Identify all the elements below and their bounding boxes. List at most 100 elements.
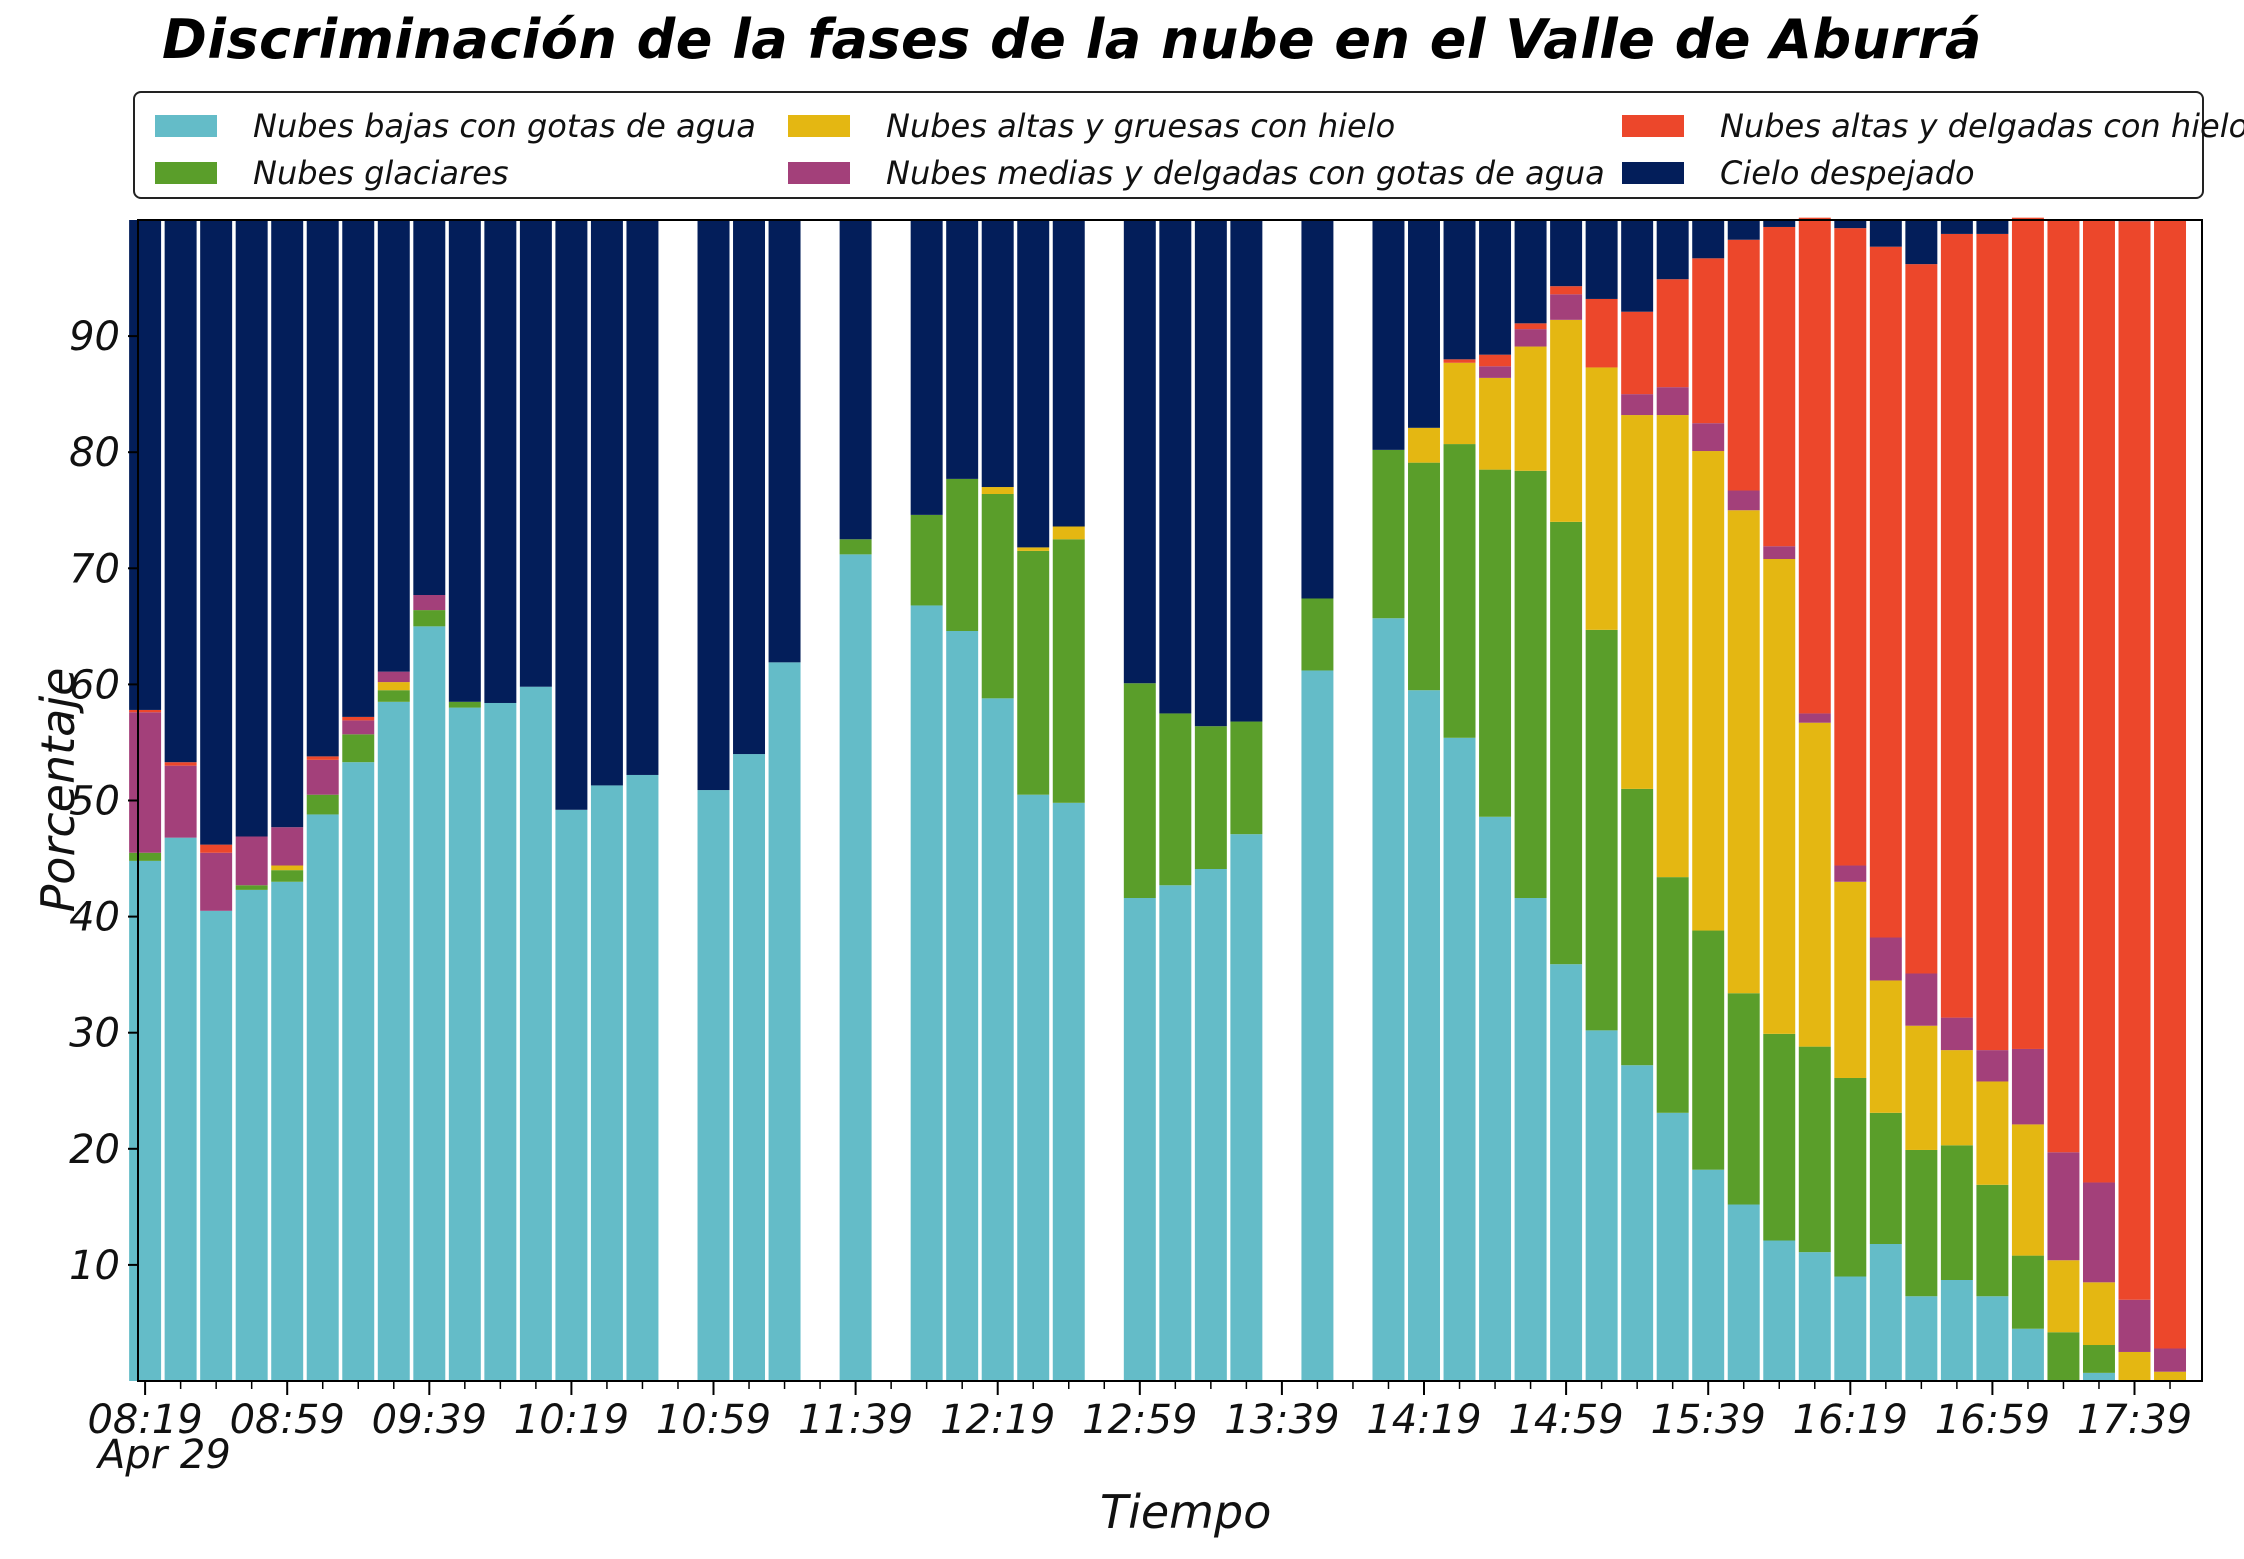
bar-altas_delgadas-1549 — [1727, 239, 1760, 491]
bar-altas_delgadas-0909 — [306, 756, 339, 760]
x-tick-label: 16:59 — [1935, 1397, 2050, 1443]
legend-label-medias: Nubes medias y delgadas con gotas de agu… — [886, 154, 1605, 192]
bar-altas_delgadas-1729 — [2082, 220, 2115, 1183]
bar-despejado-0909 — [306, 220, 339, 757]
bar-despejado-0859 — [271, 220, 304, 828]
bar-altas_gruesas-1719 — [2047, 1260, 2080, 1333]
bar-bajas-1019 — [555, 809, 588, 1381]
bar-glaciares-1429 — [1443, 444, 1476, 738]
bar-despejado-1329 — [1230, 220, 1263, 722]
bar-bajas-1109 — [733, 754, 766, 1381]
bar-altas_gruesas-1219 — [981, 487, 1014, 494]
bar-altas_gruesas-1549 — [1727, 510, 1760, 994]
bar-altas_gruesas-1519 — [1621, 415, 1654, 789]
bar-bajas-1629 — [1869, 1244, 1902, 1381]
bar-despejado-1559 — [1763, 220, 1796, 227]
x-tick-label: 14:19 — [1366, 1397, 1481, 1443]
bar-despejado-1319 — [1194, 220, 1227, 727]
bar-bajas-1209 — [946, 630, 979, 1381]
bar-despejado-1509 — [1585, 220, 1618, 299]
bar-bajas-1319 — [1194, 869, 1227, 1381]
bar-bajas-1059 — [697, 790, 730, 1381]
bar-medias-1639 — [1905, 973, 1938, 1026]
bar-despejado-1419 — [1408, 220, 1440, 428]
bar-despejado-1109 — [733, 220, 766, 755]
bar-despejado-1349 — [1301, 220, 1334, 599]
legend: Nubes bajas con gotas de agua Nubes altas… — [133, 91, 2244, 199]
bar-medias-0909 — [306, 759, 339, 795]
bar-glaciares-1529 — [1656, 877, 1689, 1113]
bar-bajas-1419 — [1408, 690, 1440, 1381]
bar-despejado-0939 — [413, 220, 446, 595]
bar-altas_gruesas-1449 — [1514, 346, 1547, 471]
bar-bajas-1229 — [1017, 794, 1050, 1381]
x-tick-label: 11:39 — [798, 1397, 913, 1443]
bar-glaciares-0909 — [306, 794, 339, 815]
legend-swatch-medias — [788, 162, 850, 184]
bar-bajas-1729 — [2082, 1372, 2115, 1381]
bar-despejado-1019 — [555, 220, 588, 810]
bar-bajas-1539 — [1692, 1169, 1725, 1381]
bar-despejado-1459 — [1550, 220, 1583, 287]
bar-altas_delgadas-1559 — [1763, 226, 1796, 547]
x-date-label: Apr 29 — [98, 1432, 231, 1478]
bar-altas_delgadas-1519 — [1621, 311, 1654, 395]
bar-bajas-1239 — [1052, 802, 1085, 1381]
bar-bajas-0829 — [164, 837, 197, 1381]
y-tick-label: 30 — [69, 1011, 120, 1057]
bar-medias-1749 — [2154, 1348, 2187, 1372]
bar-despejado-0929 — [377, 220, 410, 672]
bar-medias-1649 — [1940, 1017, 1973, 1051]
bar-bajas-1309 — [1159, 885, 1192, 1381]
bar-medias-0859 — [271, 827, 304, 866]
bar-despejado-0949 — [448, 220, 481, 702]
bar-despejado-1039 — [626, 220, 659, 775]
bar-despejado-1529 — [1656, 220, 1689, 280]
bar-altas_delgadas-1659 — [1976, 233, 2009, 1051]
bar-altas_delgadas-1739 — [2118, 221, 2151, 1300]
bar-altas_gruesas-1419 — [1408, 427, 1440, 463]
bar-altas_gruesas-1509 — [1585, 367, 1618, 630]
x-tick-label: 10:19 — [514, 1397, 629, 1443]
bar-glaciares-1559 — [1763, 1033, 1796, 1241]
bar-bajas-1429 — [1443, 737, 1476, 1381]
bar-despejado-1409 — [1372, 220, 1405, 450]
bar-altas_gruesas-1229 — [1017, 547, 1050, 551]
bar-medias-0829 — [164, 765, 197, 838]
bar-glaciares-0949 — [448, 701, 481, 708]
bar-altas_delgadas-1709 — [2011, 217, 2044, 1049]
bar-bajas-1549 — [1727, 1204, 1760, 1381]
bar-altas_delgadas-1639 — [1905, 264, 1938, 974]
bar-medias-1739 — [2118, 1299, 2151, 1352]
bar-medias-1709 — [2011, 1048, 2044, 1125]
bar-altas_delgadas-1609 — [1798, 217, 1831, 714]
y-tick-label: 50 — [69, 779, 120, 825]
bar-bajas-1159 — [910, 605, 943, 1381]
bar-despejado-1539 — [1692, 220, 1725, 259]
bar-glaciares-1409 — [1372, 449, 1405, 619]
bar-glaciares-0849 — [235, 885, 268, 890]
bar-altas_delgadas-0829 — [164, 762, 197, 766]
bar-medias-1559 — [1763, 546, 1796, 560]
bar-glaciares-0929 — [377, 690, 410, 702]
x-tick-label: 12:19 — [940, 1397, 1055, 1443]
bar-bajas-0909 — [306, 814, 339, 1381]
bar-bajas-1039 — [626, 774, 659, 1381]
legend-label-altas_gruesas: Nubes altas y gruesas con hielo — [886, 107, 1396, 145]
chart-title: Discriminación de la fases de la nube en… — [162, 8, 1982, 71]
bar-despejado-1439 — [1479, 220, 1512, 355]
bar-despejado-0959 — [484, 220, 517, 703]
legend-item-altas_delgadas: Nubes altas y delgadas con hielo — [1622, 106, 2244, 146]
bar-altas_delgadas-1539 — [1692, 258, 1725, 424]
bar-glaciares-1439 — [1479, 469, 1512, 817]
bar-altas_delgadas-1629 — [1869, 246, 1902, 938]
bar-bajas-1609 — [1798, 1252, 1831, 1381]
bar-despejado-1119 — [768, 220, 801, 663]
bar-glaciares-1509 — [1585, 629, 1618, 1031]
bar-bajas-1349 — [1301, 670, 1334, 1381]
bar-medias-1729 — [2082, 1182, 2115, 1283]
bar-glaciares-1309 — [1159, 713, 1192, 886]
bar-bajas-1529 — [1656, 1112, 1689, 1381]
bar-bajas-1329 — [1230, 834, 1263, 1381]
